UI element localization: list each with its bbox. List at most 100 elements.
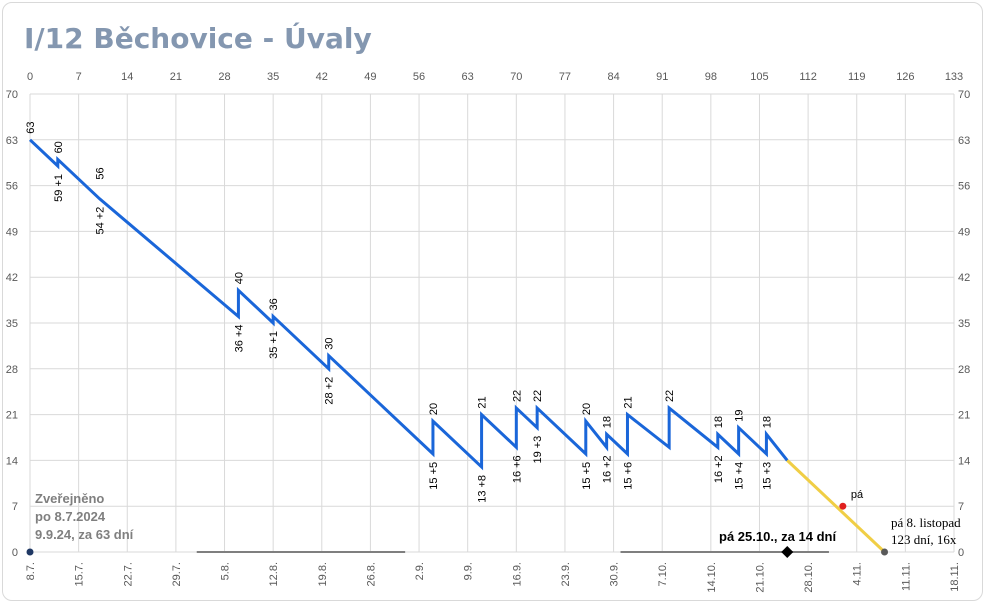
x-tick-label: 7 <box>76 71 82 83</box>
trough-label: 13 +8 <box>477 475 489 503</box>
peak-label: 22 <box>532 390 544 402</box>
x-tick-label: 21 <box>170 71 182 83</box>
date-tick-label: 18.11. <box>949 562 961 592</box>
date-tick-label: 11.11. <box>900 562 912 591</box>
x-tick-label: 42 <box>316 71 328 83</box>
x-tick-label: 98 <box>705 71 717 83</box>
x-tick-label: 28 <box>218 71 230 83</box>
diamond-marker <box>781 546 794 558</box>
y-tick-label-left: 56 <box>6 181 18 193</box>
marker-label: pá <box>851 489 864 501</box>
peak-label: 19 <box>734 409 746 421</box>
x-tick-label: 105 <box>750 71 768 83</box>
annotations: Zveřejněno po 8.7.2024 9.9.24, za 63 dní pá… <box>35 491 961 547</box>
peak-label: 36 <box>268 298 280 310</box>
x-tick-label: 84 <box>607 71 619 83</box>
published-note: Zveřejněno <box>35 491 104 506</box>
y-tick-label-left: 14 <box>6 455 18 467</box>
trough-label: 19 +3 <box>532 436 544 464</box>
trough-label: 54 +2 <box>94 207 106 235</box>
date-tick-label: 28.10. <box>803 562 815 593</box>
peak-label: 30 <box>324 337 336 349</box>
y-tick-label-left: 42 <box>6 272 18 284</box>
x-axis-top: 0 7 14 21 28 35 42 49 56 63 70 77 84 91 98 105 112 119 126… <box>27 71 963 83</box>
trough-label: 15 +3 <box>761 462 773 490</box>
y-tick-label-right: 70 <box>958 89 970 101</box>
x-tick-label: 63 <box>462 71 474 83</box>
point-marker <box>881 548 889 556</box>
trough-label: 15 +5 <box>428 462 440 490</box>
peak-label: 40 <box>233 272 245 284</box>
y-tick-label-left: 49 <box>6 226 18 238</box>
date-tick-label: 9.9. <box>463 562 475 580</box>
trough-label: 16 +2 <box>713 455 725 483</box>
peak-label: 56 <box>94 167 106 179</box>
date-tick-label: 4.11. <box>852 562 864 586</box>
milestone-label: pá 25.10., za 14 dní <box>719 529 836 544</box>
date-tick-label: 12.8. <box>268 562 280 586</box>
y-axis-left: 0 7 14 21 28 35 42 49 56 63 70 <box>6 89 18 559</box>
data-labels: 63 60 56 40 36 30 20 21 22 22 20 18 21 22 18 19 18 59 +1 5… <box>25 122 773 503</box>
date-tick-label: 7.10. <box>657 562 669 586</box>
grid-lines <box>29 93 955 553</box>
y-tick-label-right: 21 <box>958 410 970 422</box>
date-tick-label: 19.8. <box>317 562 329 586</box>
date-tick-label: 26.8. <box>365 562 377 586</box>
y-tick-label-right: 0 <box>958 547 964 559</box>
y-tick-label-right: 14 <box>958 455 970 467</box>
x-tick-label: 56 <box>413 71 425 83</box>
x-tick-label: 35 <box>267 71 279 83</box>
y-tick-label-left: 28 <box>6 364 18 376</box>
finish-note: 123 dní, 16x <box>891 532 957 547</box>
date-tick-label: 22.7. <box>122 562 134 586</box>
series-lines <box>28 138 886 554</box>
y-tick-label-left: 63 <box>6 135 18 147</box>
y-tick-label-left: 70 <box>6 89 18 101</box>
date-tick-label: 29.7. <box>171 562 183 586</box>
series-line-actual <box>28 138 789 471</box>
point-marker <box>26 548 34 556</box>
trough-label: 36 +4 <box>233 324 245 352</box>
date-tick-label: 5.8. <box>220 562 232 580</box>
y-tick-label-right: 7 <box>958 501 964 513</box>
y-tick-label-left: 0 <box>12 547 18 559</box>
date-tick-label: 8.7. <box>25 562 37 580</box>
trough-label: 15 +4 <box>734 462 746 490</box>
chart-title: I/12 Běchovice - Úvaly <box>24 22 372 55</box>
date-tick-label: 16.9. <box>511 562 523 586</box>
y-tick-label-left: 35 <box>6 318 18 330</box>
series-line-projection <box>786 459 886 554</box>
peak-label: 20 <box>428 403 440 415</box>
date-tick-label: 30.9. <box>609 562 621 586</box>
peak-label: 20 <box>581 403 593 415</box>
published-note: po 8.7.2024 <box>35 509 106 524</box>
peak-label: 18 <box>602 416 614 428</box>
peak-label: 63 <box>25 122 37 134</box>
trough-label: 35 +1 <box>268 331 280 359</box>
trough-label: 16 +6 <box>511 455 523 483</box>
x-tick-label: 91 <box>656 71 668 83</box>
x-tick-label: 112 <box>799 71 817 83</box>
y-axis-right: 0 7 14 21 28 35 42 49 56 63 70 <box>958 89 970 559</box>
date-tick-label: 2.9. <box>414 562 426 580</box>
peak-label: 21 <box>622 396 634 408</box>
x-tick-label: 77 <box>559 71 571 83</box>
trough-label: 16 +2 <box>602 455 614 483</box>
trough-label: 15 +5 <box>581 462 593 490</box>
y-tick-label-right: 28 <box>958 364 970 376</box>
date-tick-label: 21.10. <box>754 562 766 593</box>
peak-label: 18 <box>761 416 773 428</box>
y-tick-label-right: 49 <box>958 226 970 238</box>
x-tick-label: 49 <box>364 71 376 83</box>
date-tick-label: 14.10. <box>706 562 718 593</box>
peak-label: 60 <box>53 141 65 153</box>
y-tick-label-left: 7 <box>12 501 18 513</box>
finish-note: pá 8. listopad <box>891 515 961 530</box>
x-tick-label: 70 <box>510 71 522 83</box>
date-tick-label: 15.7. <box>74 562 86 586</box>
trough-label: 59 +1 <box>53 174 65 202</box>
peak-label: 22 <box>511 390 523 402</box>
x-tick-label: 14 <box>121 71 133 83</box>
